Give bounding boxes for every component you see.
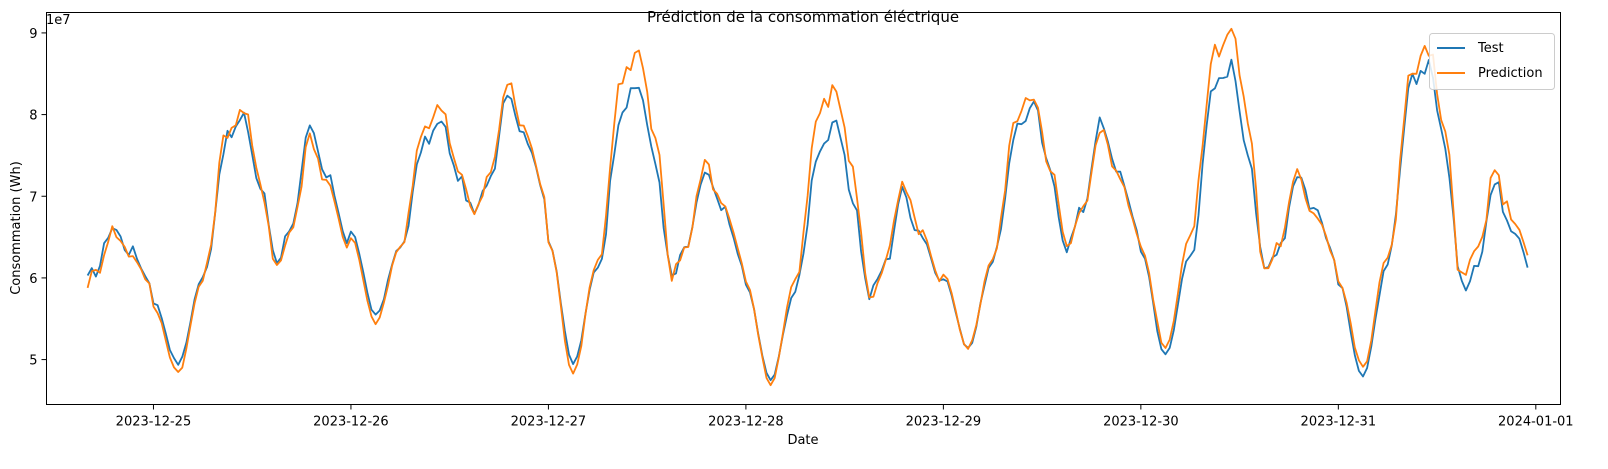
x-axis-label: Date xyxy=(787,433,818,448)
x-tick-label-0: 2023-12-25 xyxy=(116,415,192,430)
legend-label-prediction: Prediction xyxy=(1478,66,1543,81)
x-tick-label-3: 2023-12-28 xyxy=(708,415,784,430)
plot-frame xyxy=(46,12,1561,405)
y-tick-label-4: 9 xyxy=(29,27,37,42)
x-tick-label-4: 2023-12-29 xyxy=(906,415,982,430)
series-line-prediction xyxy=(86,27,1529,387)
y-tick-label-2: 7 xyxy=(29,190,37,205)
x-tick-label-6: 2023-12-31 xyxy=(1301,415,1377,430)
chart-title: Prédiction de la consommation éléctrique xyxy=(647,8,959,26)
y-tick-label-1: 6 xyxy=(29,272,37,287)
x-tick-label-5: 2023-12-30 xyxy=(1103,415,1179,430)
x-tick-label-7: 2024-01-01 xyxy=(1498,415,1574,430)
y-offset-label: 1e7 xyxy=(46,13,71,28)
x-tick-label-2: 2023-12-27 xyxy=(511,415,587,430)
y-axis-label: Consommation (Wh) xyxy=(9,161,24,295)
series-layer xyxy=(86,27,1529,387)
series-line-test xyxy=(86,58,1529,382)
x-tick-label-1: 2023-12-26 xyxy=(313,415,389,430)
legend-label-test: Test xyxy=(1477,41,1504,56)
legend: Test Prediction xyxy=(1429,33,1555,90)
y-tick-label-0: 5 xyxy=(29,354,37,369)
ticks-layer: 2023-12-25 2023-12-26 2023-12-27 2023-12-28… xyxy=(29,27,1573,430)
y-tick-label-3: 8 xyxy=(29,109,37,124)
